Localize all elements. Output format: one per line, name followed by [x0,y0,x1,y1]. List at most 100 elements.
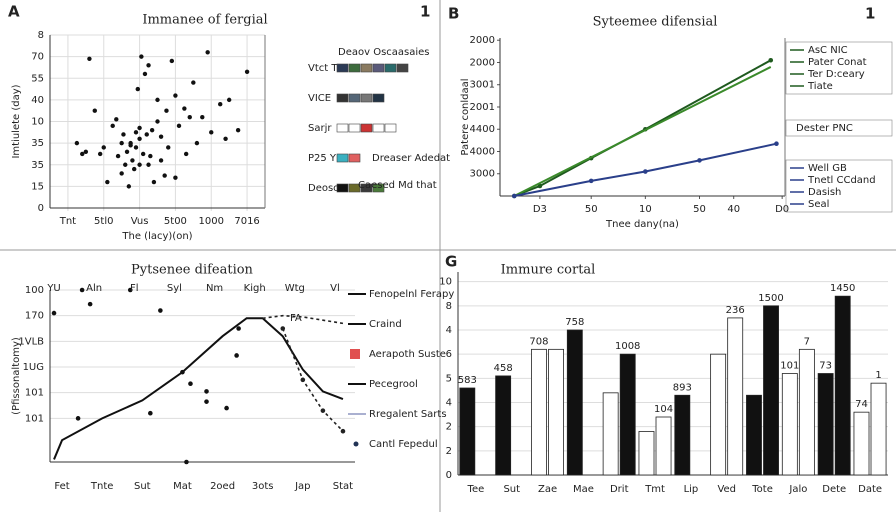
point [137,136,142,141]
bar-label: 101 [780,361,799,372]
x-tick-label: 1000 [199,216,224,227]
point [146,162,151,167]
y-tick-label: 10 [439,277,452,288]
x-tick-label: Drit [610,484,629,495]
bar [870,382,887,476]
x-tick-label: Tote [751,484,773,495]
point [162,173,167,178]
point [137,125,142,131]
bar [548,348,564,476]
legend-swatch [336,153,349,163]
point [164,108,169,113]
bar-label: 1008 [615,341,640,352]
bar-label: 1450 [830,283,855,294]
point [128,143,133,148]
point [148,410,153,416]
bar-label: 458 [494,363,513,374]
point [537,183,543,189]
panel-number: 1 [865,5,875,23]
legend-label: Pater Conat [808,57,867,68]
bar [531,348,547,476]
point [234,353,239,358]
point [105,179,110,185]
bar [834,295,851,476]
series-line [262,314,344,325]
legend-label: Ter D:ceary [807,69,865,80]
x-top-label: Vl [330,283,340,294]
point [158,134,164,139]
x-top-label: Aln [86,283,102,294]
series-line [53,317,344,460]
x-tick-label: 50 [693,204,706,215]
legend-swatch [348,93,361,103]
bar [710,353,727,476]
x-top-label: Kigh [244,283,266,294]
panel-number: 1 [420,3,430,21]
y-tick-label: 2001 [470,102,495,113]
bar-label: 1500 [758,293,783,304]
point [173,175,178,180]
x-tick-label: 5t00 [164,216,187,227]
legend-label: Cantl Fepedul [369,439,438,450]
legend-label: Dester PNC [796,123,853,134]
y-tick-label: 55 [31,73,44,84]
point [697,158,702,163]
point [173,93,178,98]
y-tick-label: 4400 [470,124,495,135]
bar-label: 104 [654,404,673,415]
y-tick-label: 15 [31,181,44,192]
legend-swatch [336,93,349,103]
x-tick-label: Sut [503,484,520,495]
legend-swatch [372,93,385,103]
bar-label: 583 [458,375,477,386]
legend-label: Well GB [808,163,847,174]
y-tick-label: 0 [38,203,44,214]
legend-swatch [372,123,385,133]
x-tick-label: Jalo [788,484,807,495]
legend-box [785,41,893,95]
legend-swatch [350,349,360,359]
legend-note: Caesed Md that [358,180,437,191]
legend-label: Rregalent Sarts [369,409,447,420]
point [218,102,223,107]
y-tick-label: 10 [31,117,44,128]
y-tick-label: 1VLB [18,336,44,347]
legend-swatch [348,153,361,163]
legend-swatch [384,63,397,73]
panel-letter: A [8,3,20,21]
point [101,145,106,150]
x-tick-label: Mat [173,481,192,492]
point [140,151,146,157]
y-tick-label: 6 [446,349,452,360]
x-tick-label: Lip [684,484,699,495]
x-tick-label: Vus [131,216,149,227]
legend-swatch [348,63,361,73]
point [236,326,241,331]
legend-label: Sarjr [308,123,332,134]
point [191,80,196,85]
y-tick-label: 8 [446,301,452,312]
y-tick-label: 35 [31,160,44,171]
point [224,405,229,411]
point [209,130,214,135]
y-tick-label: 5 [446,373,452,384]
legend-swatch [360,93,373,103]
bar [746,394,762,476]
point [183,151,189,157]
point [148,153,153,159]
bar-label: 1 [875,370,881,381]
chart-title: Immure cortal [501,263,596,278]
x-tick-label: 50 [585,204,598,215]
point [158,158,164,163]
y-tick-label: 101 [25,413,44,424]
point [180,369,185,375]
legend-swatch [384,123,397,133]
bar-label: 758 [565,317,584,328]
y-tick-label: 2000 [470,57,495,68]
x-tick-label: Tmt [644,484,665,495]
point [114,117,119,122]
y-tick-label: 3000 [470,169,495,180]
x-tick-label: Tee [467,484,485,495]
bar [566,329,583,476]
